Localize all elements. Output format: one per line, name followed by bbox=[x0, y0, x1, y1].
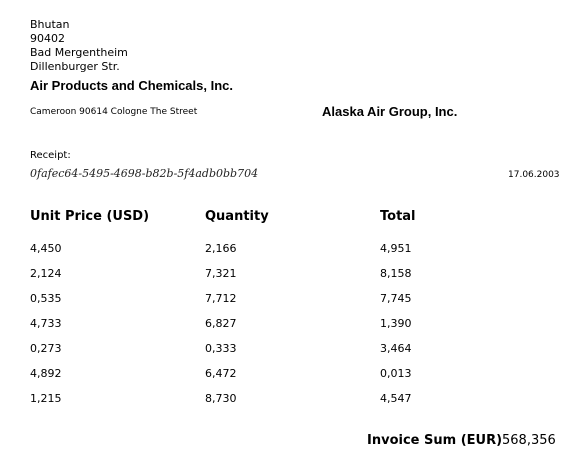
recipient-company: Alaska Air Group, Inc. bbox=[322, 104, 458, 119]
receipt-label: Receipt: bbox=[30, 150, 71, 161]
invoice-sum-label: Invoice Sum (EUR) bbox=[367, 433, 503, 448]
cell-unit-price: 0,273 bbox=[30, 342, 62, 355]
sender-address-line: Bhutan bbox=[30, 18, 70, 31]
cell-total: 4,547 bbox=[380, 392, 412, 405]
cell-unit-price: 1,215 bbox=[30, 392, 62, 405]
cell-total: 7,745 bbox=[380, 292, 412, 305]
cell-quantity: 7,321 bbox=[205, 267, 237, 280]
sender-address-line: 90402 bbox=[30, 32, 65, 45]
header-quantity: Quantity bbox=[205, 209, 269, 224]
cell-unit-price: 4,733 bbox=[30, 317, 62, 330]
cell-quantity: 8,730 bbox=[205, 392, 237, 405]
sender-address-line: Dillenburger Str. bbox=[30, 60, 120, 73]
cell-unit-price: 0,535 bbox=[30, 292, 62, 305]
sender-address-line: Bad Mergentheim bbox=[30, 46, 128, 59]
header-total: Total bbox=[380, 209, 416, 224]
cell-quantity: 6,827 bbox=[205, 317, 237, 330]
cell-unit-price: 2,124 bbox=[30, 267, 62, 280]
sender-company: Air Products and Chemicals, Inc. bbox=[30, 78, 233, 93]
cell-total: 3,464 bbox=[380, 342, 412, 355]
cell-quantity: 7,712 bbox=[205, 292, 237, 305]
cell-total: 1,390 bbox=[380, 317, 412, 330]
cell-total: 0,013 bbox=[380, 367, 412, 380]
receipt-id: 0fafec64-5495-4698-b82b-5f4adb0bb704 bbox=[30, 167, 259, 180]
cell-unit-price: 4,892 bbox=[30, 367, 62, 380]
cell-unit-price: 4,450 bbox=[30, 242, 62, 255]
cell-total: 8,158 bbox=[380, 267, 412, 280]
recipient-address: Cameroon 90614 Cologne The Street bbox=[30, 107, 198, 117]
cell-quantity: 0,333 bbox=[205, 342, 237, 355]
cell-quantity: 2,166 bbox=[205, 242, 237, 255]
invoice-date: 17.06.2003 bbox=[508, 170, 560, 180]
invoice-sum-value: 568,356 bbox=[502, 433, 556, 448]
header-unit-price: Unit Price (USD) bbox=[30, 209, 150, 224]
cell-quantity: 6,472 bbox=[205, 367, 237, 380]
cell-total: 4,951 bbox=[380, 242, 412, 255]
